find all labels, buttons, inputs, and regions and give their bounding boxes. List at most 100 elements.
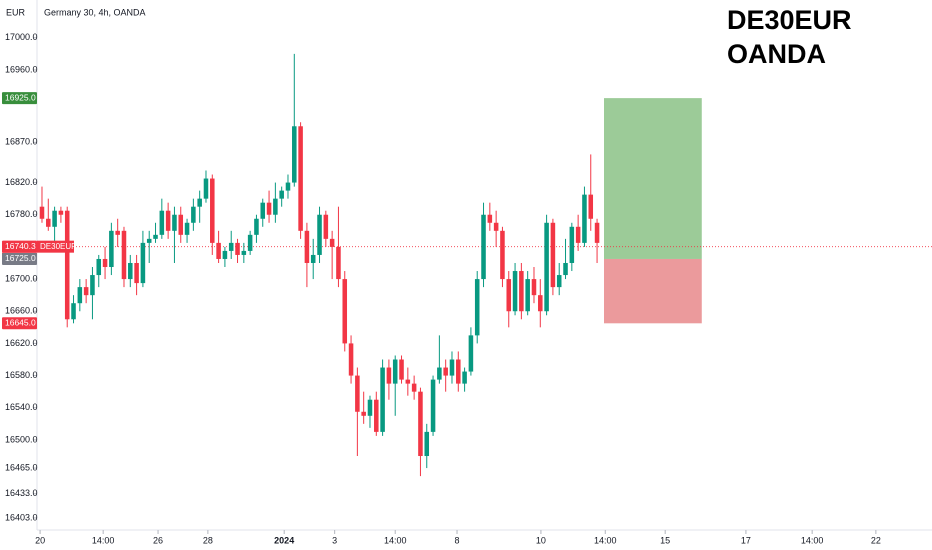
candle-body — [279, 190, 284, 199]
candle-body — [153, 234, 158, 239]
candle-body — [525, 279, 530, 312]
target-zone — [603, 98, 702, 259]
x-tick-label: 14:00 — [594, 535, 617, 545]
candle-body — [83, 287, 89, 296]
candle-body — [569, 226, 575, 263]
y-tick-label: 16960.0 — [5, 64, 38, 74]
candle-body — [456, 359, 461, 384]
price-tag — [2, 317, 37, 330]
price-tag-label: 16725.0 — [5, 253, 36, 263]
annotation: DE30EUR — [727, 5, 852, 35]
candle-body — [159, 210, 165, 235]
candle-body — [512, 271, 518, 312]
x-tick-label: 28 — [203, 535, 213, 545]
candle-body — [247, 234, 253, 251]
x-tick-label: 14:00 — [92, 535, 115, 545]
candle-body — [102, 258, 108, 268]
stop-zone — [603, 258, 702, 324]
candle-body — [115, 230, 120, 235]
candle-body — [260, 202, 266, 219]
candle-body — [285, 182, 291, 191]
candle-body — [140, 242, 146, 284]
candle-body — [374, 399, 379, 432]
candle-body — [481, 214, 486, 280]
candle-body — [317, 214, 322, 255]
candle-body — [348, 343, 354, 376]
candle-body — [392, 359, 398, 384]
x-tick-label: 17 — [741, 535, 751, 545]
candle-body — [487, 214, 493, 223]
candle-body — [191, 206, 196, 223]
candle-body — [342, 279, 348, 344]
y-tick-label: 16500.0 — [5, 434, 38, 444]
candle-body — [449, 359, 455, 376]
candle-body — [172, 214, 177, 231]
candle-body — [386, 367, 392, 384]
y-tick-label: 16580.0 — [5, 370, 38, 380]
currency: EUR — [6, 7, 26, 17]
x-tick-label: 3 — [332, 535, 337, 545]
candle-body — [77, 287, 83, 304]
candle-body — [500, 230, 505, 280]
candle-body — [235, 242, 240, 255]
candle-body — [197, 198, 202, 207]
candle-body — [134, 262, 139, 284]
candle-body — [544, 222, 549, 312]
y-tick-label: 16403.0 — [5, 512, 38, 522]
candle-body — [531, 279, 537, 296]
candle-body — [292, 126, 297, 183]
candle-body — [71, 303, 76, 320]
candle-body — [165, 210, 171, 231]
symbol-tag — [37, 240, 74, 253]
candle-body — [46, 218, 51, 227]
candle-body — [519, 271, 524, 312]
candle-body — [310, 254, 316, 263]
y-tick-label: 16433.0 — [5, 488, 38, 498]
chart-title: Germany 30, 4h, OANDA — [44, 7, 146, 17]
symbol-tag-label: DE30EUR — [40, 242, 77, 251]
candle-body — [178, 214, 184, 235]
x-tick-label: 2024 — [274, 535, 294, 545]
y-tick-label: 16780.0 — [5, 209, 38, 219]
candle-body — [323, 214, 329, 239]
candle-body — [336, 246, 341, 280]
candle-body — [146, 238, 152, 243]
candle-body — [437, 367, 442, 380]
price-tag — [2, 252, 37, 265]
candle-body — [64, 210, 70, 320]
y-tick-label: 16700.0 — [5, 273, 38, 283]
candle-body — [405, 379, 411, 384]
candle-body — [411, 383, 417, 392]
x-tick-label: 26 — [153, 535, 163, 545]
candle-body — [361, 411, 366, 416]
candle-body — [418, 391, 423, 457]
candle-body — [39, 206, 45, 219]
candle-body — [506, 279, 512, 312]
annotation: OANDA — [727, 39, 826, 69]
candle-body — [222, 250, 228, 259]
price-tag-label: 16645.0 — [5, 318, 36, 328]
x-tick-label: 20 — [35, 535, 45, 545]
candle-body — [52, 210, 57, 227]
price-tag-label: 16740.3 — [5, 241, 36, 251]
y-tick-label: 16820.0 — [5, 177, 38, 187]
candle-body — [241, 250, 247, 255]
candle-body — [254, 218, 259, 235]
candle-body — [90, 275, 95, 296]
x-tick-label: 8 — [455, 535, 460, 545]
candle-body — [109, 230, 114, 268]
y-tick-label: 16620.0 — [5, 338, 38, 348]
candle-body — [575, 226, 581, 243]
price-tag-label: 16925.0 — [5, 92, 36, 102]
candle-body — [96, 258, 102, 276]
candle-body — [329, 238, 335, 247]
candle-body — [594, 222, 600, 243]
x-tick-label: 14:00 — [384, 535, 407, 545]
price-tag — [2, 240, 37, 253]
candle-body — [216, 242, 221, 259]
candle-body — [228, 242, 234, 251]
candle-body — [58, 210, 64, 215]
candle-body — [184, 222, 190, 235]
candle-body — [298, 126, 303, 231]
